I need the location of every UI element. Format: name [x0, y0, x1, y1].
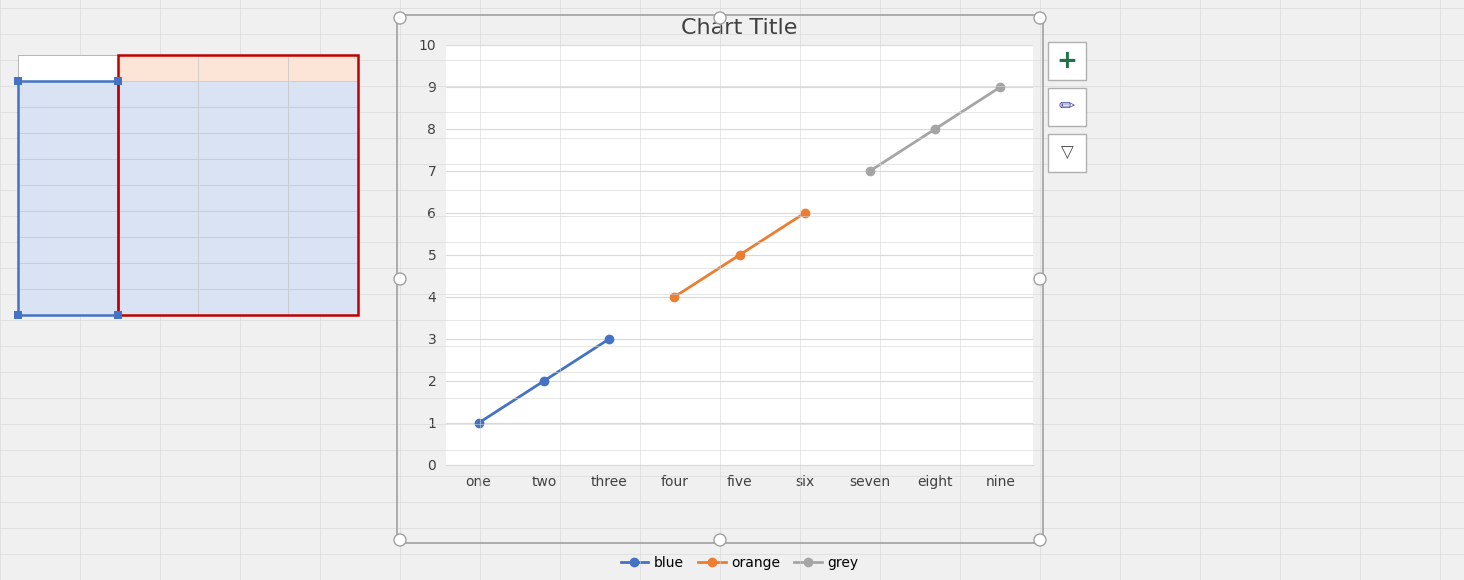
Bar: [119, 55, 198, 81]
Bar: [288, 107, 359, 133]
Bar: [198, 237, 288, 263]
Bar: [1048, 88, 1086, 126]
Bar: [18, 81, 119, 107]
Bar: [198, 107, 288, 133]
Bar: [198, 185, 288, 211]
Bar: [15, 311, 22, 319]
Text: Category: Category: [22, 61, 83, 74]
Legend: blue, orange, grey: blue, orange, grey: [615, 550, 864, 576]
Bar: [288, 81, 359, 107]
Bar: [119, 289, 198, 315]
Bar: [119, 263, 198, 289]
Text: four: four: [22, 165, 48, 179]
Bar: [18, 289, 119, 315]
Bar: [18, 159, 119, 185]
Bar: [119, 237, 198, 263]
Text: +: +: [1057, 49, 1078, 73]
Circle shape: [394, 12, 406, 24]
Text: 2: 2: [186, 114, 195, 126]
Text: 5: 5: [275, 191, 284, 205]
Bar: [288, 289, 359, 315]
Bar: [198, 211, 288, 237]
Bar: [288, 211, 359, 237]
Text: blue: blue: [122, 61, 151, 74]
Bar: [18, 211, 119, 237]
Bar: [198, 289, 288, 315]
Bar: [288, 185, 359, 211]
Bar: [18, 55, 119, 81]
Bar: [114, 311, 122, 319]
Bar: [288, 55, 359, 81]
Bar: [1048, 42, 1086, 80]
Bar: [198, 133, 288, 159]
Bar: [119, 211, 198, 237]
Text: ✏: ✏: [1058, 97, 1075, 117]
Bar: [119, 185, 198, 211]
Bar: [119, 107, 198, 133]
Text: 6: 6: [275, 218, 284, 230]
Circle shape: [1034, 12, 1045, 24]
Circle shape: [714, 534, 726, 546]
Bar: [119, 55, 359, 315]
Bar: [18, 185, 119, 211]
Text: eight: eight: [22, 270, 56, 282]
Bar: [288, 159, 359, 185]
Bar: [18, 133, 119, 159]
Bar: [18, 81, 119, 315]
Circle shape: [394, 273, 406, 285]
Text: 4: 4: [275, 165, 284, 179]
Text: seven: seven: [22, 244, 61, 256]
Text: five: five: [22, 191, 47, 205]
Bar: [198, 263, 288, 289]
Bar: [15, 77, 22, 85]
Bar: [18, 107, 119, 133]
Text: 3: 3: [186, 140, 195, 153]
Bar: [119, 159, 198, 185]
Text: ▽: ▽: [1060, 144, 1073, 162]
Text: nine: nine: [22, 295, 51, 309]
Circle shape: [1034, 534, 1045, 546]
Circle shape: [394, 534, 406, 546]
Bar: [288, 237, 359, 263]
Text: six: six: [22, 218, 41, 230]
Text: 9: 9: [346, 295, 354, 309]
Bar: [114, 77, 122, 85]
Title: Chart Title: Chart Title: [681, 18, 798, 38]
Text: three: three: [22, 140, 57, 153]
Text: 1: 1: [186, 88, 195, 100]
Bar: [288, 133, 359, 159]
Bar: [18, 263, 119, 289]
Bar: [198, 55, 288, 81]
Text: 7: 7: [346, 244, 354, 256]
Bar: [119, 81, 198, 107]
Bar: [18, 237, 119, 263]
Bar: [18, 55, 119, 81]
Circle shape: [714, 12, 726, 24]
Text: one: one: [22, 88, 47, 100]
Text: 8: 8: [346, 270, 354, 282]
Bar: [119, 133, 198, 159]
Bar: [198, 81, 288, 107]
Bar: [198, 159, 288, 185]
Text: two: two: [22, 114, 47, 126]
Bar: [288, 263, 359, 289]
Text: orange: orange: [202, 61, 249, 74]
Text: grey: grey: [291, 61, 322, 74]
Bar: [1048, 134, 1086, 172]
Circle shape: [1034, 273, 1045, 285]
